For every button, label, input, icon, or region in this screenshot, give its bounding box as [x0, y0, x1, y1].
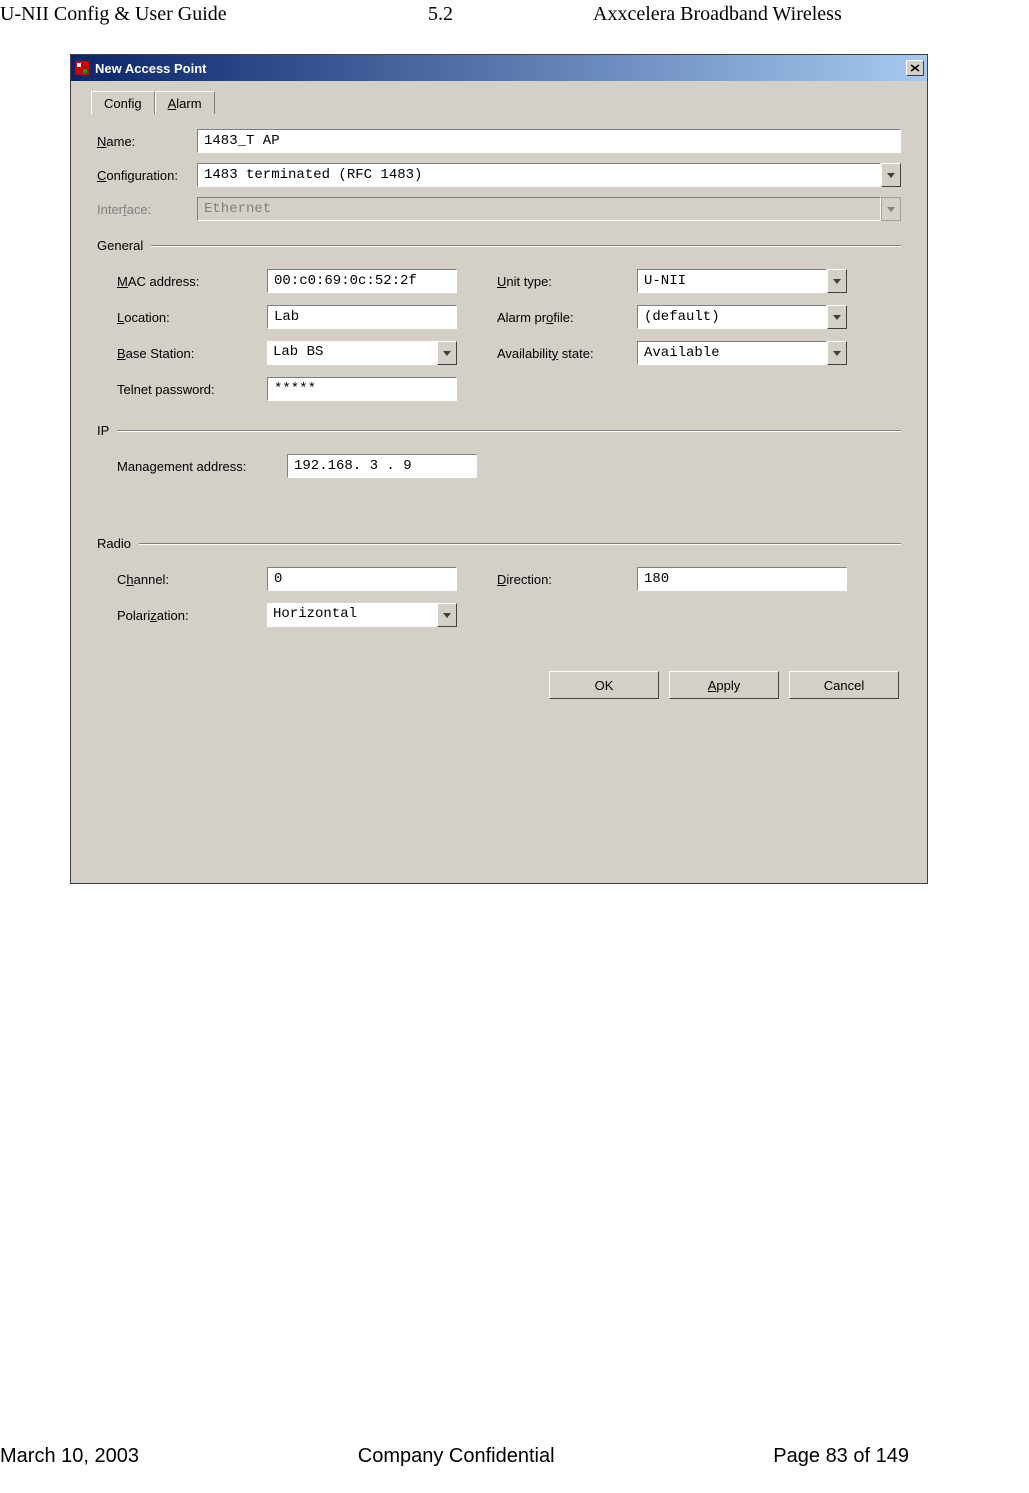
radio-body: Channel: 0 Direction: 180 Polarization: …	[97, 551, 901, 637]
chevron-down-icon	[833, 279, 841, 284]
direction-label: Direction:	[497, 572, 637, 587]
mgmt-input[interactable]: 192.168. 3 . 9	[287, 454, 477, 478]
footer-left: March 10, 2003	[0, 1445, 139, 1468]
row-mac-unit: MAC address: 00:c0:69:0c:52:2f Unit type…	[117, 263, 901, 299]
close-icon	[910, 64, 920, 72]
general-title: General	[97, 238, 143, 253]
group-radio: Radio Channel: 0 Direction: 180 Polariza…	[97, 536, 901, 637]
name-input[interactable]: 1483_T AP	[197, 129, 901, 153]
button-bar: OK Apply Cancel	[85, 649, 913, 699]
general-title-row: General	[97, 238, 901, 253]
group-separator	[151, 245, 901, 247]
polarization-label: Polarization:	[117, 608, 267, 623]
row-location-alarm: Location: Lab Alarm profile: (default)	[117, 299, 901, 335]
ok-button[interactable]: OK	[549, 671, 659, 699]
base-station-label: Base Station:	[117, 346, 267, 361]
channel-input[interactable]: 0	[267, 567, 457, 591]
base-station-value: Lab BS	[267, 341, 437, 365]
chevron-down-icon	[443, 613, 451, 618]
configuration-label: Configuration:	[97, 168, 197, 183]
mgmt-label: Management address:	[117, 459, 287, 474]
tab-strip: Config Alarm	[91, 91, 913, 114]
chevron-down-icon	[887, 173, 895, 178]
name-label: Name:	[97, 134, 197, 149]
telnet-input[interactable]: *****	[267, 377, 457, 401]
ip-title-row: IP	[97, 423, 901, 438]
row-telnet: Telnet password: *****	[117, 371, 901, 407]
header-mid: 5.2	[428, 3, 513, 26]
group-separator	[139, 543, 901, 545]
unit-type-value: U-NII	[637, 269, 827, 293]
footer-mid: Company Confidential	[358, 1445, 555, 1468]
configuration-value: 1483 terminated (RFC 1483)	[197, 163, 881, 187]
availability-label: Availability state:	[497, 346, 637, 361]
interface-value: Ethernet	[197, 197, 881, 221]
configuration-combo[interactable]: 1483 terminated (RFC 1483)	[197, 163, 901, 187]
page-footer: March 10, 2003 Company Confidential Page…	[0, 1445, 1029, 1468]
interface-dropdown-button	[881, 197, 901, 221]
row-base-avail: Base Station: Lab BS Availability state:…	[117, 335, 901, 371]
radio-title-row: Radio	[97, 536, 901, 551]
telnet-label: Telnet password:	[117, 382, 267, 397]
base-station-dropdown-button[interactable]	[437, 341, 457, 365]
cancel-button[interactable]: Cancel	[789, 671, 899, 699]
general-body: MAC address: 00:c0:69:0c:52:2f Unit type…	[97, 253, 901, 411]
tab-config[interactable]: Config	[91, 91, 155, 115]
unit-type-dropdown-button[interactable]	[827, 269, 847, 293]
availability-value: Available	[637, 341, 827, 365]
app-icon	[74, 60, 90, 76]
apply-label: Apply	[708, 678, 741, 693]
interface-label: Interface:	[97, 202, 197, 217]
group-separator	[117, 430, 901, 432]
row-channel-direction: Channel: 0 Direction: 180	[117, 561, 901, 597]
configuration-dropdown-button[interactable]	[881, 163, 901, 187]
polarization-value: Horizontal	[267, 603, 437, 627]
radio-title: Radio	[97, 536, 131, 551]
dialog-window: New Access Point Config Alarm Name: 1483…	[70, 54, 928, 884]
row-polarization: Polarization: Horizontal	[117, 597, 901, 633]
group-ip: IP Management address: 192.168. 3 . 9	[97, 423, 901, 524]
ip-body: Management address: 192.168. 3 . 9	[97, 438, 901, 524]
base-station-combo[interactable]: Lab BS	[267, 341, 457, 365]
unit-type-combo[interactable]: U-NII	[637, 269, 847, 293]
polarization-combo[interactable]: Horizontal	[267, 603, 457, 627]
footer-right: Page 83 of 149	[773, 1445, 909, 1468]
page-header: U-NII Config & User Guide 5.2 Axxcelera …	[0, 0, 1029, 44]
chevron-down-icon	[443, 351, 451, 356]
client-area: Config Alarm Name: 1483_T AP Configurati…	[71, 81, 927, 709]
header-right: Axxcelera Broadband Wireless	[513, 3, 1021, 26]
interface-combo: Ethernet	[197, 197, 901, 221]
row-configuration: Configuration: 1483 terminated (RFC 1483…	[97, 158, 901, 192]
mac-input[interactable]: 00:c0:69:0c:52:2f	[267, 269, 457, 293]
chevron-down-icon	[833, 315, 841, 320]
chevron-down-icon	[833, 351, 841, 356]
window-title: New Access Point	[95, 61, 906, 76]
close-button[interactable]	[906, 60, 924, 76]
group-general: General MAC address: 00:c0:69:0c:52:2f U…	[97, 238, 901, 411]
alarm-profile-label: Alarm profile:	[497, 310, 637, 325]
channel-label: Channel:	[117, 572, 267, 587]
location-label: Location:	[117, 310, 267, 325]
apply-button[interactable]: Apply	[669, 671, 779, 699]
mac-label: MAC address:	[117, 274, 267, 289]
availability-combo[interactable]: Available	[637, 341, 847, 365]
tab-alarm[interactable]: Alarm	[155, 91, 215, 114]
tab-alarm-label: Alarm	[168, 96, 202, 111]
row-interface: Interface: Ethernet	[97, 192, 901, 226]
chevron-down-icon	[887, 207, 895, 212]
ip-title: IP	[97, 423, 109, 438]
row-mgmt: Management address: 192.168. 3 . 9	[117, 448, 901, 484]
unit-type-label: Unit type:	[497, 274, 637, 289]
alarm-profile-dropdown-button[interactable]	[827, 305, 847, 329]
polarization-dropdown-button[interactable]	[437, 603, 457, 627]
location-input[interactable]: Lab	[267, 305, 457, 329]
availability-dropdown-button[interactable]	[827, 341, 847, 365]
titlebar: New Access Point	[71, 55, 927, 81]
header-left: U-NII Config & User Guide	[0, 3, 428, 26]
row-name: Name: 1483_T AP	[97, 124, 901, 158]
config-panel: Name: 1483_T AP Configuration: 1483 term…	[85, 114, 913, 649]
alarm-profile-combo[interactable]: (default)	[637, 305, 847, 329]
direction-input[interactable]: 180	[637, 567, 847, 591]
alarm-profile-value: (default)	[637, 305, 827, 329]
